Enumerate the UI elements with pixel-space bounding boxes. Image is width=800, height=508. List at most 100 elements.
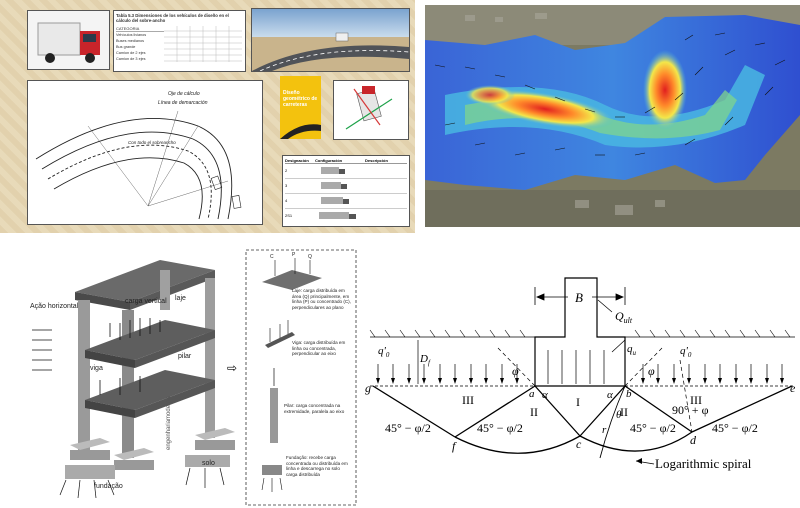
- vehicle-configuration-table: Designación Configuración Descripción 2 …: [282, 155, 410, 227]
- config-header: Configuración: [315, 158, 343, 163]
- label-horizontal-action: Ação horizontal: [30, 303, 79, 310]
- book-cover: Diseño geométrico de carreteras: [280, 76, 321, 139]
- legend-column-text: Pilar: carga concentrada na extremidade,…: [284, 403, 345, 414]
- watermark: engenhariamoderna: [166, 396, 172, 450]
- truck-icon: [321, 182, 347, 189]
- point-e: e: [790, 381, 796, 395]
- point-a: a: [529, 388, 535, 400]
- label-slab: laje: [175, 295, 186, 302]
- angle-label-right: 45° − φ/2: [712, 421, 758, 435]
- config-row: 2S1: [285, 213, 293, 218]
- angle-label-90: 90° + φ: [672, 403, 709, 417]
- curve-label-widening: Con todo el sobreancho: [128, 140, 176, 145]
- point-f: f: [452, 439, 457, 453]
- table-row: Camion de 3 ejes: [116, 57, 146, 61]
- water-extent: [425, 15, 800, 190]
- legend-beam-text: Viga: carga distribuída em linha ou conc…: [292, 340, 346, 357]
- truck-icon: [321, 197, 349, 204]
- point-c: c: [576, 437, 582, 451]
- truck-icon: [319, 212, 356, 219]
- mark-P: P: [292, 252, 296, 258]
- horizontal-load-arrows: [32, 329, 52, 371]
- soil-reaction-arrows: [59, 467, 225, 499]
- angle-label-mid-left: 45° − φ/2: [477, 421, 523, 435]
- building-frame: [70, 260, 235, 470]
- curve-label-marking: Línea de demarcación: [158, 100, 208, 106]
- structure-load-path-diagram: Ação horizontal carga vertical laje viga…: [30, 240, 360, 508]
- label-q0-left: q'0: [378, 345, 390, 359]
- point-b: b: [626, 388, 632, 400]
- road-curve-drawing: Oje de cálculo Línea de demarcación Con …: [27, 80, 263, 225]
- zone-III-left: III: [462, 393, 474, 407]
- label-Q: Qult: [615, 309, 633, 325]
- beam-icon: [265, 332, 295, 348]
- curve-label-axis: Oje de cálculo: [168, 91, 200, 97]
- mark-Q: Q: [308, 254, 312, 260]
- angle-label-left: 45° − φ/2: [385, 421, 431, 435]
- legend-foundation-text: Fundação: recebe carga concentrada ou di…: [286, 455, 348, 477]
- point-d: d: [690, 433, 697, 447]
- footing-icon: [262, 465, 282, 475]
- load-legend-box: [245, 249, 357, 506]
- label-logarithmic-spiral: Logarithmic spiral: [655, 456, 752, 471]
- river-flow-velocity-map: [425, 5, 800, 227]
- zone-I: I: [576, 395, 580, 409]
- table-row: Bus grande: [116, 45, 136, 49]
- config-row: 2: [285, 168, 288, 173]
- label-q0-right: q'0: [680, 345, 692, 359]
- label-phi-right: φ: [648, 364, 655, 378]
- zone-II-right: II: [620, 405, 628, 419]
- truck-turning-sketch: [333, 80, 409, 140]
- label-alpha-right: α: [607, 389, 613, 401]
- legend-slab-text: Laje: carga distribuída em área (Q) prin…: [292, 288, 351, 310]
- label-r: r: [602, 424, 607, 436]
- failure-surfaces: [372, 385, 793, 454]
- truck-icon: [321, 167, 345, 174]
- label-beam: viga: [90, 365, 103, 372]
- book-title: Diseño geométrico de carreteras: [283, 90, 318, 108]
- vehicle-dimensions-table: Tabla 5.3 Dimensiones de los vehículos d…: [113, 10, 246, 72]
- config-header: Designación: [285, 158, 309, 163]
- label-foundation: fundação: [94, 483, 123, 490]
- velocity-field: [425, 5, 800, 227]
- highway-photo: [251, 8, 410, 72]
- table-row: Vehículos livianos: [116, 33, 147, 37]
- flow-arrow-icon: ⇨: [227, 361, 237, 375]
- table-row: Buses medianos: [116, 39, 145, 43]
- table-header: CATEGORIA: [116, 26, 164, 32]
- slab-icon: [262, 270, 322, 290]
- table-title: Tabla 5.3 Dimensiones de los vehículos d…: [116, 13, 229, 23]
- velocity-arrows: [434, 32, 786, 156]
- label-phi-left: φ: [512, 364, 519, 378]
- label-soil: solo: [202, 460, 215, 467]
- curve-widening-diagram: Oje de cálculo Línea de demarcación Con …: [35, 91, 242, 220]
- label-column: pilar: [178, 353, 192, 360]
- config-row: 3: [285, 183, 288, 188]
- label-qu: qu: [627, 343, 637, 357]
- failure-surface-svg: B Qult qu: [365, 277, 796, 471]
- label-vertical-load: carga vertical: [125, 298, 167, 305]
- point-g: g: [365, 381, 371, 395]
- building-frame-3d: Ação horizontal carga vertical laje viga…: [30, 249, 357, 506]
- road-design-collage: Tabla 5.3 Dimensiones de los vehículos d…: [0, 0, 415, 233]
- config-header: Descripción: [365, 158, 388, 163]
- truck-icon: [37, 22, 100, 63]
- angle-label-mid-right: 45° − φ/2: [630, 421, 676, 435]
- truck-photo: [27, 10, 110, 70]
- table-grid: [164, 26, 242, 62]
- turning-vector-icon: [345, 86, 393, 130]
- label-Df: Df: [419, 353, 431, 367]
- table-row: Camion de 2 ejes: [116, 51, 146, 55]
- radius-line: [599, 385, 626, 459]
- label-B: B: [575, 290, 583, 305]
- mark-C: C: [270, 254, 274, 260]
- bearing-capacity-failure-diagram: B Qult qu: [362, 270, 800, 508]
- column-icon: [270, 388, 278, 443]
- config-row: 4: [285, 198, 288, 203]
- zone-II-left: II: [530, 405, 538, 419]
- width-dimension: [534, 287, 626, 305]
- vertical-load-arrows: [99, 318, 161, 395]
- label-theta: θ: [616, 409, 622, 421]
- road-icon: [280, 124, 321, 139]
- highway-scene: [252, 9, 409, 71]
